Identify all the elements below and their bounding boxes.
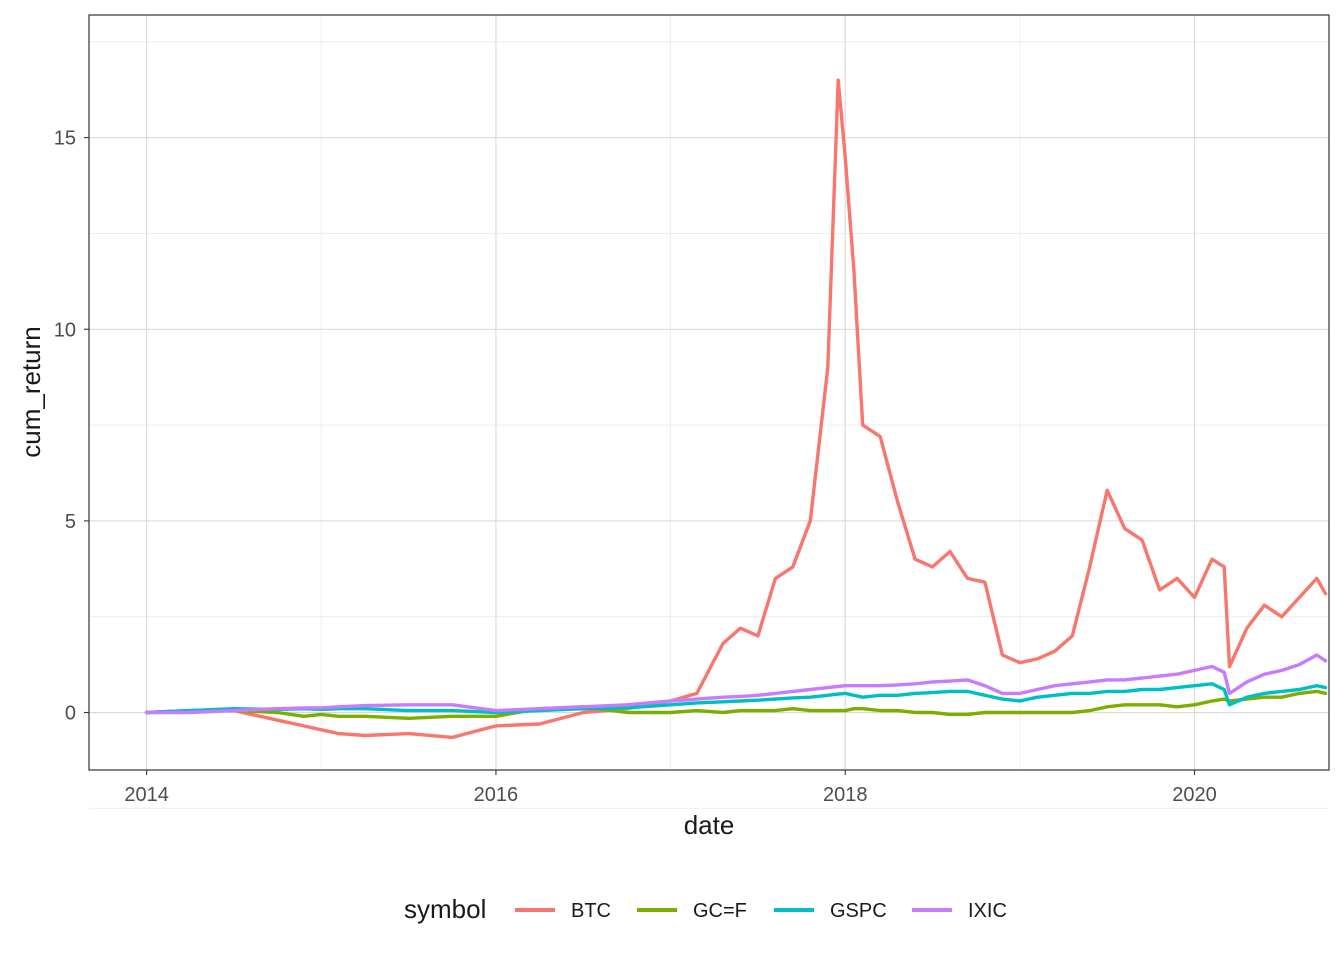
series-lines [144,78,1328,740]
plot-panel-border [88,14,1330,771]
y-tick-label: 10 [54,319,76,341]
legend-title: symbol [404,894,486,924]
y-tick-label: 0 [65,703,76,725]
y-axis-ticks: 0 5 10 15 [54,128,89,725]
legend-label-btc: BTC [571,900,611,922]
x-tick-label: 2016 [474,784,519,806]
x-axis-ticks: 2014 2016 2018 2020 [124,770,1217,806]
x-tick-label: 2014 [124,784,169,806]
series-line-btc [144,78,1328,740]
y-tick-label: 5 [65,511,76,533]
y-axis-title: cum_return [16,326,46,458]
legend: symbol BTC GC=F GSPC IXIC [404,894,1007,924]
legend-label-ixic: IXIC [968,900,1007,922]
x-axis-title: date [684,810,735,840]
x-tick-label: 2018 [823,784,868,806]
x-tick-label: 2020 [1172,784,1217,806]
series-line-gspc [144,682,1328,715]
plot-panel-background [89,15,1329,770]
legend-label-gspc: GSPC [830,900,887,922]
legend-label-gc-f: GC=F [693,900,747,922]
series-line-ixic [144,653,1328,715]
series-line-gc-f [144,689,1328,720]
y-tick-label: 15 [54,128,76,150]
